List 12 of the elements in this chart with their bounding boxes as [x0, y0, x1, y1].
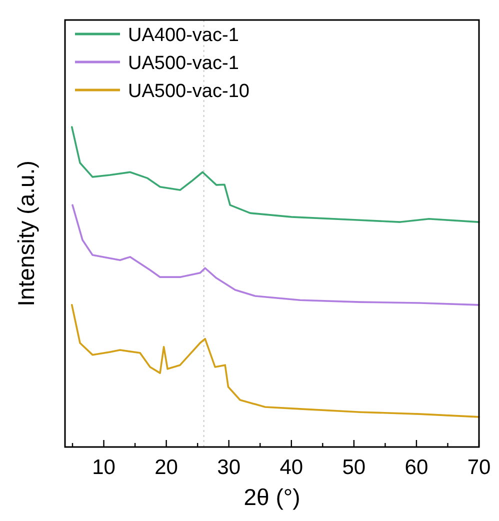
x-tick-label: 50 [342, 456, 366, 479]
x-tick-label: 70 [467, 456, 491, 479]
x-tick-label: 10 [92, 456, 116, 479]
legend-label: UA500-vac-1 [128, 53, 239, 74]
y-axis-title: Intensity (a.u.) [13, 160, 39, 306]
x-tick-label: 30 [217, 456, 241, 479]
legend-label: UA400-vac-1 [128, 25, 239, 46]
x-tick-label: 40 [280, 456, 304, 479]
legend-label: UA500-vac-10 [128, 81, 250, 102]
x-axis-title: 2θ (°) [244, 484, 300, 510]
x-tick-label: 60 [404, 456, 428, 479]
x-tick-label: 20 [154, 456, 178, 479]
